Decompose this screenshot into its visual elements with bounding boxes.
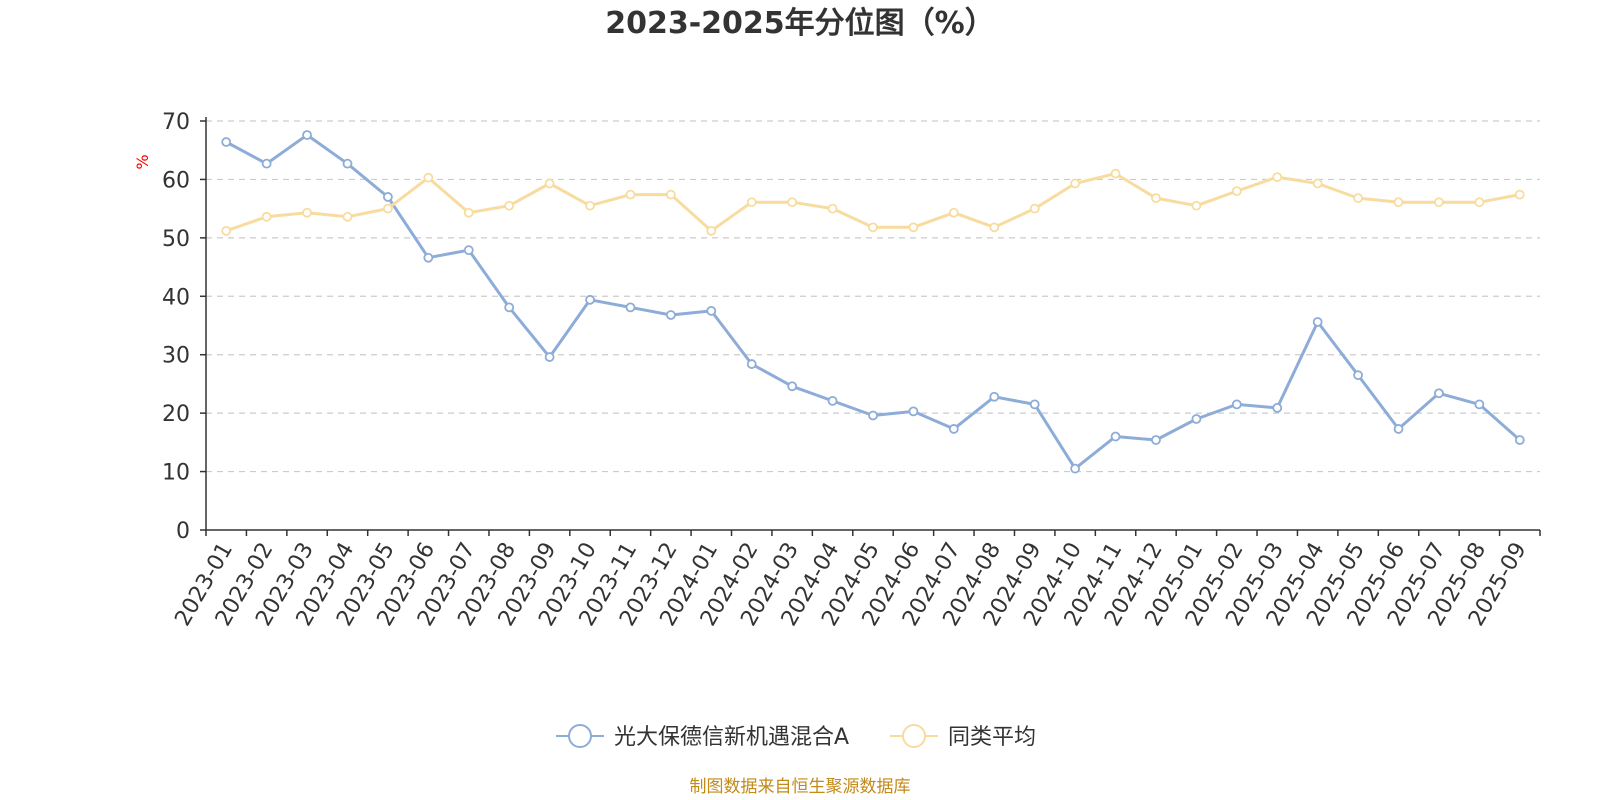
data-point[interactable]: [868, 222, 878, 233]
data-point[interactable]: [1353, 193, 1363, 204]
data-point[interactable]: [1110, 431, 1121, 442]
legend-item[interactable]: 同类平均: [890, 724, 1036, 750]
legend-label: 光大保德信新机遇混合A: [614, 725, 849, 750]
data-point[interactable]: [746, 197, 757, 208]
data-point[interactable]: [827, 203, 838, 214]
data-point[interactable]: [1272, 172, 1283, 182]
data-point[interactable]: [261, 211, 272, 222]
data-point[interactable]: [1312, 178, 1323, 189]
y-tick-label: 20: [162, 402, 190, 427]
data-point[interactable]: [1070, 463, 1081, 474]
y-tick-label: 10: [162, 461, 190, 486]
data-point[interactable]: [302, 207, 312, 218]
data-point[interactable]: [585, 200, 595, 211]
series-2: [221, 168, 1525, 236]
legend-marker-icon: [902, 724, 926, 748]
data-point[interactable]: [1514, 189, 1525, 200]
data-point[interactable]: [1434, 197, 1444, 208]
data-point[interactable]: [948, 207, 959, 218]
data-point[interactable]: [342, 211, 353, 222]
data-point[interactable]: [423, 172, 434, 183]
data-point[interactable]: [463, 207, 474, 218]
data-point[interactable]: [221, 225, 232, 236]
legend-item[interactable]: 光大保德信新机遇混合A: [556, 724, 849, 750]
data-point[interactable]: [948, 424, 959, 434]
data-point[interactable]: [1393, 424, 1404, 434]
data-point[interactable]: [706, 225, 717, 236]
data-point[interactable]: [1151, 435, 1161, 445]
data-point[interactable]: [544, 352, 555, 362]
series-lines: [221, 130, 1525, 474]
data-point[interactable]: [787, 381, 798, 392]
y-tick-label: 0: [176, 519, 190, 544]
data-point[interactable]: [504, 302, 515, 313]
y-axis-unit: %: [133, 154, 152, 169]
data-point[interactable]: [1474, 399, 1485, 410]
data-point[interactable]: [1191, 414, 1202, 424]
data-point[interactable]: [221, 137, 232, 147]
data-point[interactable]: [544, 178, 555, 189]
data-point[interactable]: [1070, 178, 1081, 189]
data-point[interactable]: [1272, 402, 1283, 413]
data-point[interactable]: [261, 158, 272, 169]
data-point[interactable]: [908, 406, 919, 417]
legend[interactable]: 光大保德信新机遇混合A 同类平均: [556, 724, 1036, 750]
data-point[interactable]: [746, 359, 757, 369]
data-point[interactable]: [423, 252, 434, 263]
series-1: [221, 130, 1525, 474]
data-point[interactable]: [1231, 186, 1242, 197]
data-point[interactable]: [625, 189, 636, 200]
data-point[interactable]: [827, 395, 838, 406]
y-tick-label: 50: [162, 227, 190, 252]
data-point[interactable]: [1231, 399, 1242, 410]
data-point[interactable]: [1191, 200, 1202, 211]
data-point[interactable]: [1151, 193, 1161, 204]
y-tick-label: 70: [162, 110, 190, 135]
data-point[interactable]: [504, 200, 515, 211]
data-point[interactable]: [989, 391, 1000, 402]
data-source-note: 制图数据来自恒生聚源数据库: [690, 777, 911, 797]
data-point[interactable]: [1434, 388, 1444, 399]
data-point[interactable]: [463, 245, 474, 256]
chart-title: 2023-2025年分位图（%）: [605, 6, 995, 41]
data-point[interactable]: [302, 130, 312, 140]
data-point[interactable]: [383, 203, 393, 214]
data-point[interactable]: [1353, 370, 1363, 381]
legend-marker-icon: [568, 724, 592, 748]
data-point[interactable]: [585, 294, 595, 305]
data-point[interactable]: [665, 310, 676, 320]
y-tick-label: 40: [162, 285, 190, 310]
y-tick-label: 60: [162, 168, 190, 193]
data-point[interactable]: [342, 158, 353, 169]
data-point[interactable]: [787, 197, 798, 208]
data-point[interactable]: [868, 410, 878, 421]
data-point[interactable]: [1514, 435, 1525, 445]
data-point[interactable]: [1029, 203, 1040, 214]
data-point[interactable]: [625, 302, 636, 313]
y-tick-label: 30: [162, 344, 190, 369]
data-point[interactable]: [989, 222, 1000, 233]
legend-label: 同类平均: [948, 725, 1036, 750]
data-point[interactable]: [908, 222, 919, 233]
data-point[interactable]: [383, 192, 393, 202]
data-point[interactable]: [1393, 197, 1404, 208]
data-point[interactable]: [1029, 399, 1040, 410]
data-point[interactable]: [706, 305, 717, 316]
series-line: [225, 172, 1521, 233]
data-point[interactable]: [1312, 317, 1323, 327]
data-point[interactable]: [665, 189, 676, 200]
data-point[interactable]: [1110, 168, 1121, 179]
data-point[interactable]: [1474, 197, 1485, 208]
